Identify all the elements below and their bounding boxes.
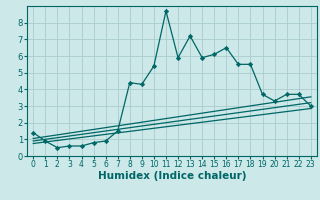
X-axis label: Humidex (Indice chaleur): Humidex (Indice chaleur) [98, 171, 246, 181]
